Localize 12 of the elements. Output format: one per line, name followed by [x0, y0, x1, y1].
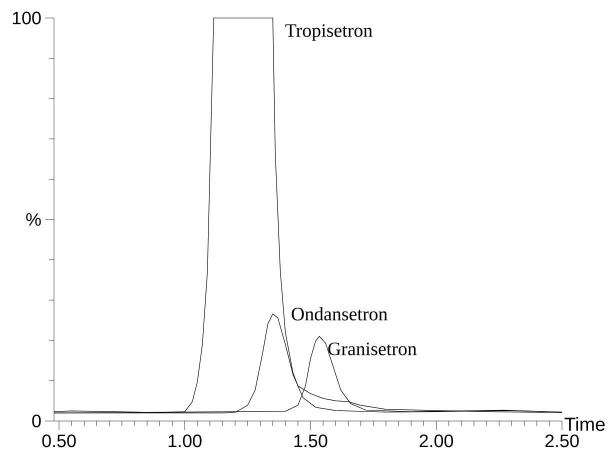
- x-tick-label: 1.00: [168, 434, 202, 448]
- y-tick-label: 100: [12, 12, 41, 24]
- y-tick-label: %: [26, 213, 41, 226]
- y-tick-label: 0: [32, 414, 41, 428]
- x-tick-label: 0.50: [42, 434, 76, 448]
- x-tick-label: 2.50: [545, 434, 579, 448]
- series-label: Tropisetron: [285, 24, 372, 41]
- series-label: Granisetron: [328, 342, 417, 356]
- x-tick-label: 2.00: [420, 434, 454, 448]
- series-label: Ondansetron: [292, 307, 388, 320]
- x-tick-label: 1.50: [294, 434, 328, 448]
- x-axis-title: Time: [564, 417, 605, 431]
